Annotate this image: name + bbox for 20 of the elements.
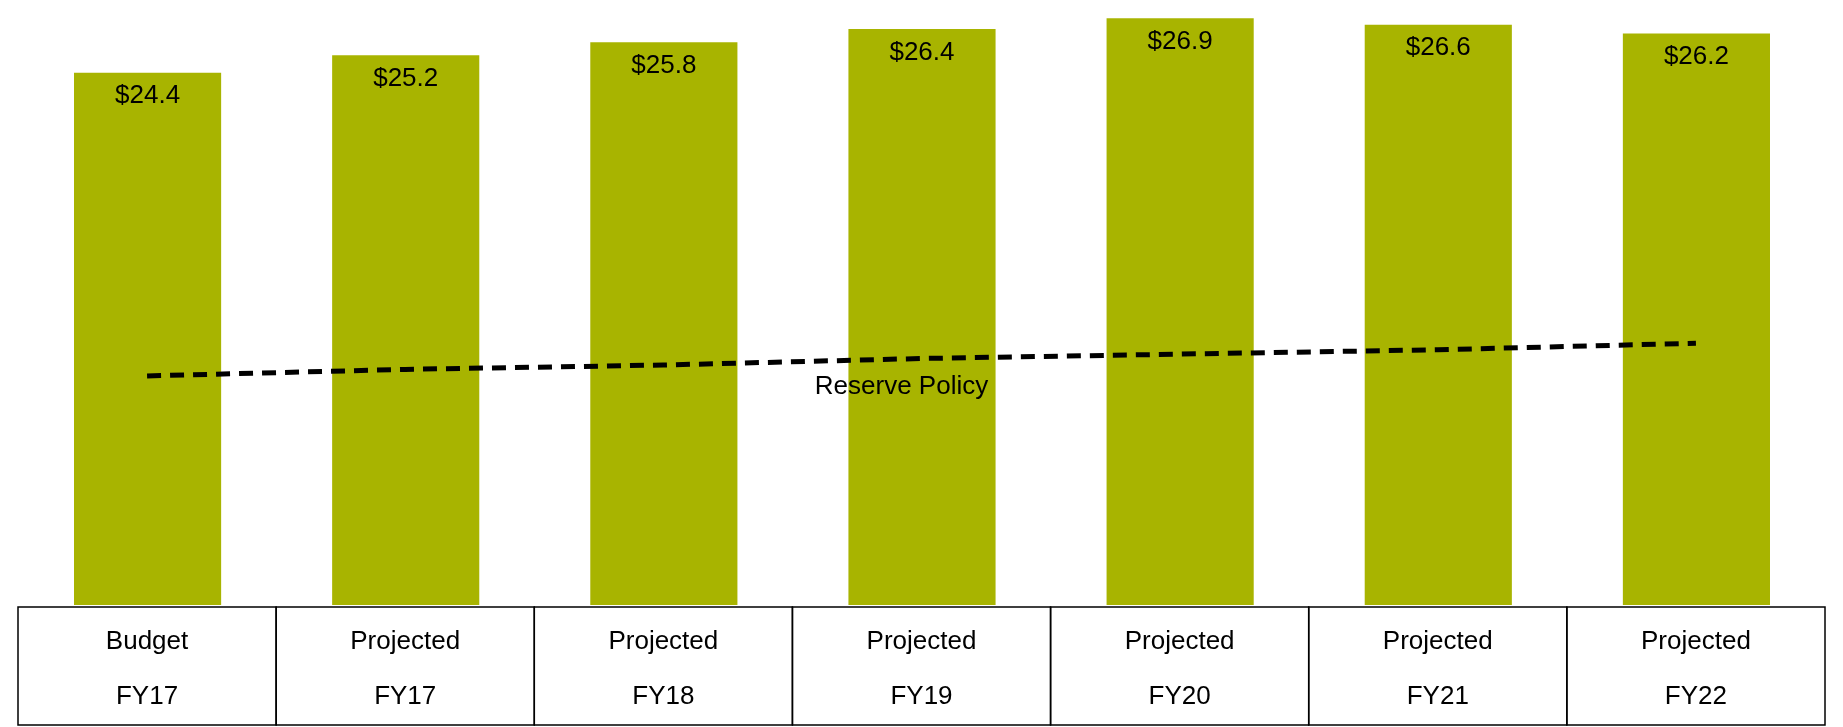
- data-label: $25.8: [631, 48, 697, 79]
- x-tick-label: Projected FY19: [866, 625, 977, 710]
- x-tick-label: Projected FY18: [608, 625, 719, 710]
- bar: [1364, 24, 1512, 605]
- bar: [1106, 18, 1254, 605]
- data-label: $26.2: [1663, 39, 1729, 70]
- data-label: $26.9: [1147, 24, 1213, 55]
- data-label: $26.6: [1405, 31, 1471, 62]
- x-tick-label: Projected FY22: [1641, 625, 1751, 710]
- data-label: $26.4: [889, 35, 955, 66]
- bar: [1622, 33, 1770, 605]
- data-label: $24.4: [115, 79, 181, 110]
- x-tick-label: Projected FY20: [1124, 625, 1235, 710]
- bar: [332, 55, 480, 605]
- x-tick-label: Projected FY21: [1382, 625, 1493, 710]
- bar: [590, 42, 738, 605]
- x-tick-label: Projected FY17: [350, 625, 461, 710]
- x-tick-label: Budget FY17: [105, 625, 190, 710]
- bar: [74, 72, 222, 605]
- data-label: $25.2: [373, 61, 439, 92]
